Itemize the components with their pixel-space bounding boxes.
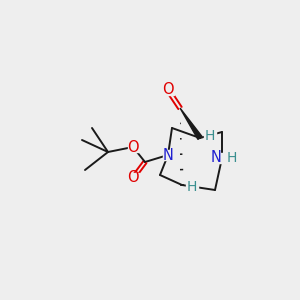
Text: N: N — [210, 151, 221, 166]
Text: H: H — [227, 151, 237, 165]
Text: O: O — [127, 140, 139, 154]
Bar — [212, 153, 232, 163]
Text: H: H — [187, 180, 197, 194]
Bar — [186, 182, 198, 192]
Text: H: H — [205, 129, 215, 143]
Bar — [163, 85, 173, 95]
Bar — [128, 173, 139, 183]
Bar — [128, 142, 139, 152]
Text: O: O — [162, 82, 174, 98]
Text: O: O — [127, 170, 139, 185]
Text: N: N — [163, 148, 173, 163]
Bar — [163, 150, 173, 160]
Bar — [204, 131, 216, 141]
Polygon shape — [180, 108, 202, 140]
